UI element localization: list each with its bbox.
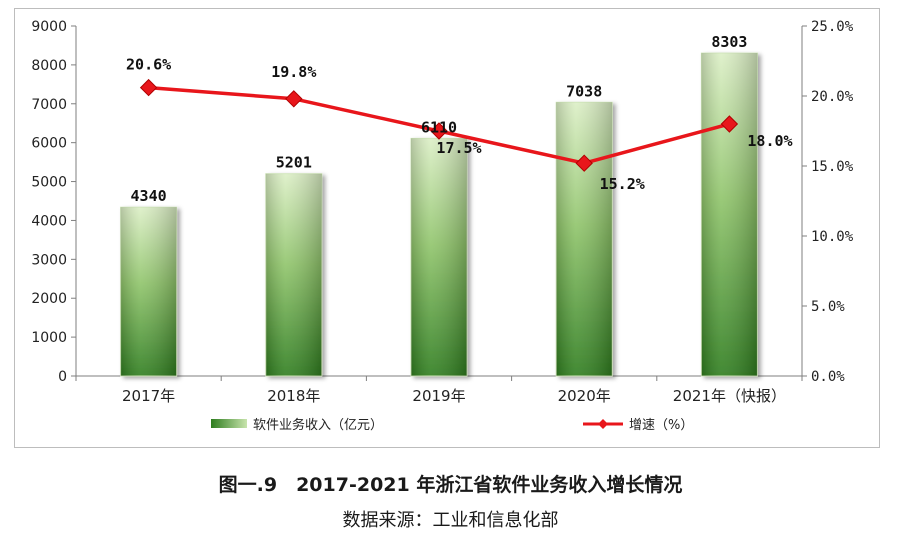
bar-value-label: 6110 [421, 118, 457, 136]
bar-shade [265, 173, 322, 376]
x-tick-label: 2017年 [122, 387, 175, 405]
bar-value-label: 8303 [711, 33, 747, 51]
y-right-tick-label: 5.0% [811, 299, 845, 315]
bar-group [700, 52, 758, 377]
y-left-tick-label: 4000 [31, 213, 67, 229]
x-tick-label: 2019年 [412, 387, 465, 405]
chart-svg: 0 1000 2000 3000 4000 5000 6000 7000 8000 9000 0.0… [31, 19, 854, 433]
bar-shade [120, 207, 177, 376]
growth-value-label: 17.5% [436, 139, 481, 157]
y-left-tick-label: 0 [58, 369, 67, 385]
y-right-tick-label: 0.0% [811, 369, 845, 385]
bar-shade [556, 102, 613, 377]
growth-point [430, 122, 448, 140]
y-left-tick-label: 5000 [31, 175, 67, 191]
y-right-tick-label: 15.0% [811, 159, 854, 175]
y-left-tick-label: 8000 [31, 58, 67, 74]
x-tick-label: 2021年（快报） [673, 387, 786, 405]
growth-point [575, 154, 593, 172]
bar-group [265, 173, 323, 377]
x-tick-label: 2020年 [558, 387, 611, 405]
bar-group [410, 137, 468, 377]
growth-value-label: 18.0% [747, 132, 792, 150]
bar-shade [411, 138, 467, 376]
growth-value-label: 20.6% [126, 56, 171, 74]
growth-point [139, 78, 158, 97]
y-right-tick-label: 10.0% [811, 229, 854, 245]
bar-value-label: 7038 [566, 82, 602, 100]
growth-value-label: 15.2% [600, 175, 645, 193]
y-left-tick-label: 6000 [31, 136, 67, 152]
growth-point [720, 115, 739, 133]
y-left-tick-label: 7000 [31, 97, 67, 113]
y-right-tick-label: 25.0% [811, 19, 854, 35]
figure-source: 数据来源：工业和信息化部 [342, 510, 559, 531]
x-tick-label: 2018年 [267, 387, 320, 405]
chart-frame: 0 1000 2000 3000 4000 5000 6000 7000 8000 9000 0.0… [14, 8, 880, 448]
growth-point [285, 90, 303, 108]
bar-value-label: 4340 [131, 187, 167, 205]
y-left-tick-label: 9000 [31, 19, 67, 35]
bar-shade [701, 53, 758, 376]
legend-line-marker [598, 419, 608, 429]
y-left-tick-label: 2000 [31, 291, 67, 307]
legend-bar-label: 软件业务收入（亿元） [253, 417, 383, 433]
bar-value-label: 5201 [276, 154, 312, 172]
figure-title: 图一.9 2017-2021 年浙江省软件业务收入增长情况 [218, 474, 683, 496]
bar-group [120, 206, 178, 377]
y-left-tick-label: 1000 [31, 330, 67, 346]
growth-value-label: 19.8% [271, 63, 316, 81]
legend-bar-swatch [211, 419, 247, 428]
y-right-tick-label: 20.0% [811, 89, 854, 105]
y-left-tick-label: 3000 [31, 252, 67, 268]
bar-group [555, 101, 613, 377]
legend-line-label: 增速（%） [629, 418, 693, 433]
